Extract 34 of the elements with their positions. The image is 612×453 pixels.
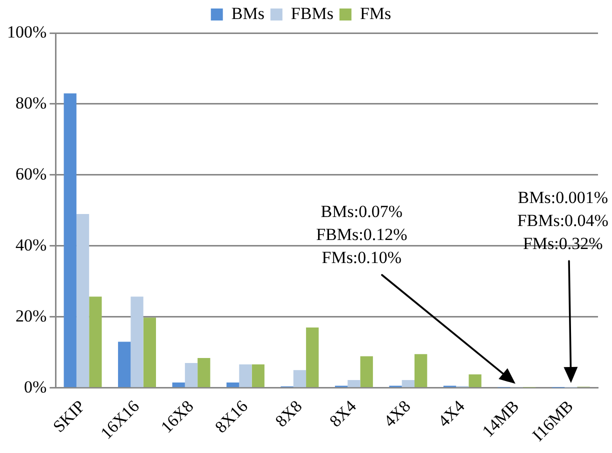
bar: [414, 354, 428, 388]
bar: [468, 374, 482, 388]
y-tick-label: 100%: [6, 22, 47, 42]
x-tick-label: 8X8: [272, 396, 306, 431]
bar: [306, 328, 319, 388]
y-tick-label: 20%: [15, 306, 47, 326]
bar: [293, 370, 306, 388]
bar: [130, 296, 144, 388]
y-tick-label: 0%: [24, 377, 47, 396]
bar: [118, 342, 131, 388]
bar: [184, 363, 198, 388]
x-tick-label: 4X4: [434, 396, 469, 431]
y-tick-label: 60%: [15, 164, 47, 184]
bar: [198, 358, 210, 388]
bar: [76, 214, 90, 388]
bar: [64, 93, 76, 388]
y-tick-label: 80%: [15, 93, 47, 112]
legend-label: FBMs: [290, 4, 334, 23]
bar: [89, 296, 102, 388]
bar: [360, 356, 373, 388]
bar: [252, 364, 264, 388]
bar: [402, 380, 415, 388]
bar: [226, 382, 240, 388]
x-tick-label: 8X4: [326, 396, 360, 431]
annotation: BMs:0.001% FBMs:0.04% FMs:0.32%: [517, 188, 608, 253]
bar: [239, 364, 252, 388]
y-tick-label: 40%: [15, 235, 47, 254]
bar: [348, 380, 360, 388]
bar: [143, 318, 156, 388]
legend-label: BMs: [231, 4, 264, 23]
legend-label: FMs: [360, 4, 392, 23]
x-tick-label: 4X8: [380, 396, 414, 431]
bar: [172, 382, 185, 388]
annotation: BMs:0.07% FBMs:0.12% FMs:0.10%: [316, 202, 408, 267]
